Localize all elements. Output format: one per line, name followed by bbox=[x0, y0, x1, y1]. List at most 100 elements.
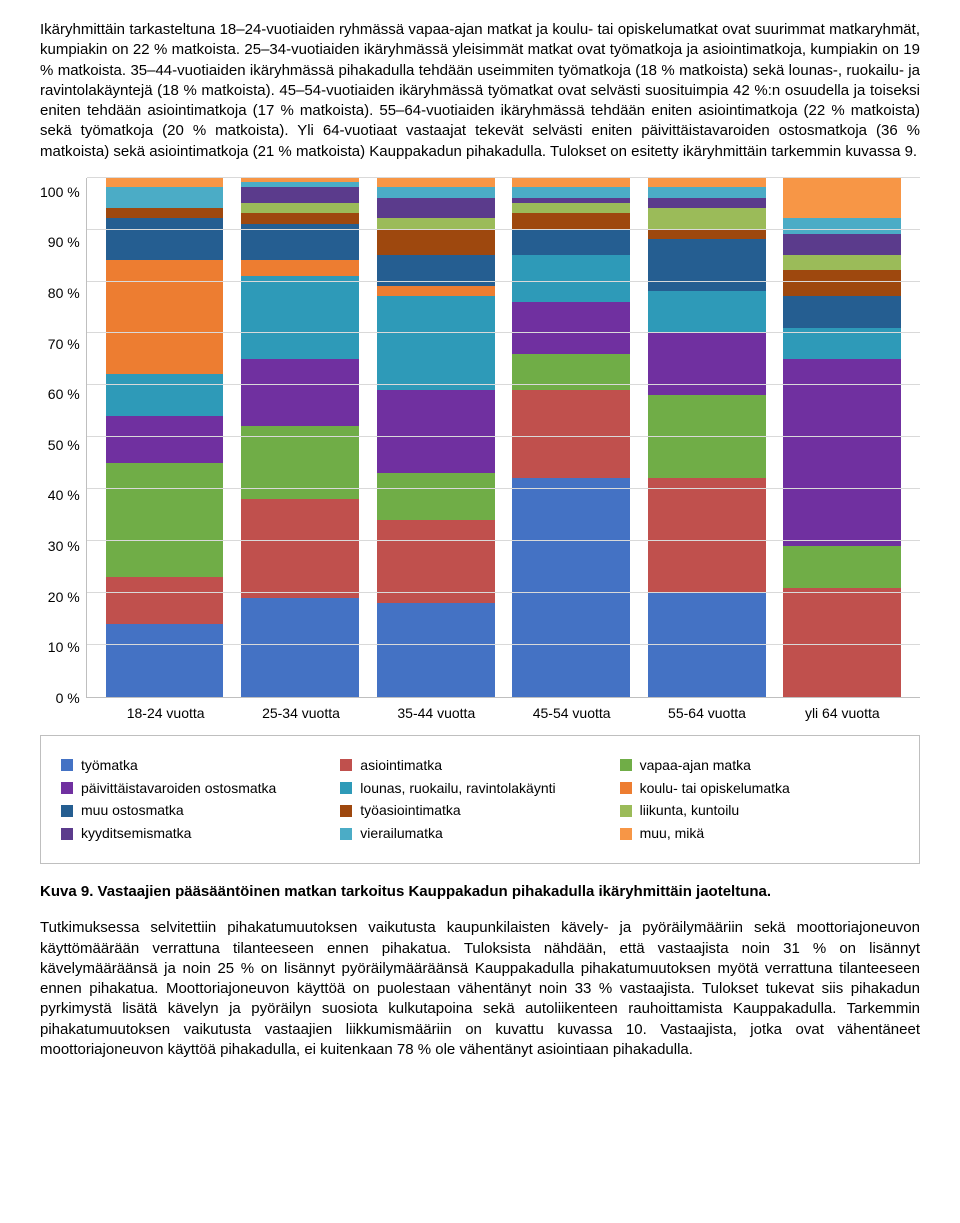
chart-gridline bbox=[87, 644, 920, 645]
chart-gridline bbox=[87, 592, 920, 593]
chart-bar-segment bbox=[783, 296, 901, 327]
body-paragraph-2: Tutkimuksessa selvitettiin pihakatumuuto… bbox=[40, 918, 920, 1060]
legend-swatch bbox=[620, 759, 632, 771]
legend-item: liikunta, kuntoilu bbox=[620, 801, 899, 820]
chart-bar-segment bbox=[241, 499, 359, 598]
chart-bar-segment bbox=[377, 390, 495, 473]
legend-row: muu ostosmatka työasiointimatka liikunta, … bbox=[61, 801, 899, 820]
y-tick-label: 50 % bbox=[48, 438, 80, 452]
legend-item: muu ostosmatka bbox=[61, 801, 340, 820]
chart-bar-segment bbox=[783, 359, 901, 546]
y-tick-label: 10 % bbox=[48, 640, 80, 654]
legend-item: työasiointimatka bbox=[340, 801, 619, 820]
chart-bar-segment bbox=[377, 198, 495, 219]
chart-bar-segment bbox=[648, 198, 766, 208]
legend-swatch bbox=[61, 782, 73, 794]
chart-gridline bbox=[87, 281, 920, 282]
legend-label: työasiointimatka bbox=[360, 801, 460, 820]
legend-row: työmatka asiointimatka vapaa-ajan matka bbox=[61, 756, 899, 775]
chart-bar-segment bbox=[106, 187, 224, 208]
chart-plot-area bbox=[86, 178, 920, 698]
chart-bar-segment bbox=[377, 187, 495, 197]
chart-bar-segment bbox=[783, 218, 901, 234]
x-tick-label: 25-34 vuotta bbox=[242, 704, 360, 723]
y-tick-label: 0 % bbox=[56, 691, 80, 705]
chart-bar-segment bbox=[377, 603, 495, 697]
figure-9-caption-label: Kuva 9. bbox=[40, 883, 93, 900]
chart-bar-segment bbox=[783, 255, 901, 271]
chart-bar-segment bbox=[512, 187, 630, 197]
legend-label: työmatka bbox=[81, 756, 138, 775]
chart-bar-segment bbox=[648, 478, 766, 592]
legend-item: koulu- tai opiskelumatka bbox=[620, 779, 899, 798]
y-tick-label: 30 % bbox=[48, 539, 80, 553]
chart-bar-segment bbox=[241, 598, 359, 697]
figure-9-caption: Kuva 9. Vastaajien pääsääntöinen matkan … bbox=[40, 882, 920, 902]
chart-gridline bbox=[87, 332, 920, 333]
chart-bar-column bbox=[648, 178, 766, 697]
chart-bars bbox=[87, 178, 920, 697]
y-tick-label: 80 % bbox=[48, 286, 80, 300]
y-tick-label: 40 % bbox=[48, 488, 80, 502]
chart-bar-segment bbox=[106, 374, 224, 416]
legend-swatch bbox=[620, 805, 632, 817]
chart-bar-segment bbox=[648, 333, 766, 395]
legend-swatch bbox=[61, 828, 73, 840]
chart-gridline bbox=[87, 177, 920, 178]
x-tick-label: 45-54 vuotta bbox=[513, 704, 631, 723]
chart-bar-segment bbox=[377, 286, 495, 296]
chart-gridline bbox=[87, 229, 920, 230]
body-paragraph-1: Ikäryhmittäin tarkasteltuna 18–24-vuotia… bbox=[40, 20, 920, 162]
chart-bar-segment bbox=[106, 577, 224, 624]
legend-swatch bbox=[620, 782, 632, 794]
x-tick-label: yli 64 vuotta bbox=[783, 704, 901, 723]
legend-label: lounas, ruokailu, ravintolakäynti bbox=[360, 779, 555, 798]
legend-swatch bbox=[620, 828, 632, 840]
chart-bar-segment bbox=[512, 478, 630, 696]
chart-bar-segment bbox=[106, 208, 224, 218]
chart-bar-segment bbox=[783, 234, 901, 255]
chart-bar-segment bbox=[648, 177, 766, 187]
x-tick-label: 35-44 vuotta bbox=[377, 704, 495, 723]
y-tick-label: 70 % bbox=[48, 337, 80, 351]
legend-label: koulu- tai opiskelumatka bbox=[640, 779, 790, 798]
chart-bar-segment bbox=[783, 270, 901, 296]
legend-item: lounas, ruokailu, ravintolakäynti bbox=[340, 779, 619, 798]
chart-bar-segment bbox=[241, 187, 359, 203]
chart-gridline bbox=[87, 540, 920, 541]
chart-bar-segment bbox=[241, 213, 359, 223]
legend-label: vapaa-ajan matka bbox=[640, 756, 751, 775]
chart-bar-segment bbox=[377, 473, 495, 520]
legend-swatch bbox=[61, 759, 73, 771]
x-tick-label: 55-64 vuotta bbox=[648, 704, 766, 723]
chart-bar-segment bbox=[648, 229, 766, 239]
chart-bar-segment bbox=[512, 255, 630, 302]
legend-item: asiointimatka bbox=[340, 756, 619, 775]
chart-bar-segment bbox=[241, 203, 359, 213]
legend-row: päivittäistavaroiden ostosmatkalounas, r… bbox=[61, 779, 899, 798]
y-tick-label: 60 % bbox=[48, 387, 80, 401]
chart-bar-segment bbox=[377, 520, 495, 603]
chart-legend: työmatka asiointimatka vapaa-ajan matka päi… bbox=[40, 735, 920, 865]
chart-bar-segment bbox=[106, 624, 224, 697]
legend-label: kyyditsemismatka bbox=[81, 824, 191, 843]
chart-bar-segment bbox=[648, 239, 766, 291]
legend-swatch bbox=[340, 805, 352, 817]
legend-label: muu, mikä bbox=[640, 824, 705, 843]
chart-bar-segment bbox=[512, 229, 630, 255]
chart-bar-column bbox=[783, 178, 901, 697]
chart-bar-segment bbox=[106, 463, 224, 577]
chart-bar-segment bbox=[783, 588, 901, 697]
legend-swatch bbox=[340, 828, 352, 840]
legend-label: muu ostosmatka bbox=[81, 801, 184, 820]
chart-bar-column bbox=[241, 178, 359, 697]
chart-bar-segment bbox=[106, 260, 224, 374]
chart-bar-segment bbox=[512, 203, 630, 213]
legend-row: kyyditsemismatka vierailumatka muu, mikä bbox=[61, 824, 899, 843]
legend-label: liikunta, kuntoilu bbox=[640, 801, 740, 820]
chart-bar-column bbox=[106, 178, 224, 697]
chart-bar-segment bbox=[106, 218, 224, 260]
legend-item: vierailumatka bbox=[340, 824, 619, 843]
chart-bar-segment bbox=[783, 546, 901, 588]
legend-item: muu, mikä bbox=[620, 824, 899, 843]
